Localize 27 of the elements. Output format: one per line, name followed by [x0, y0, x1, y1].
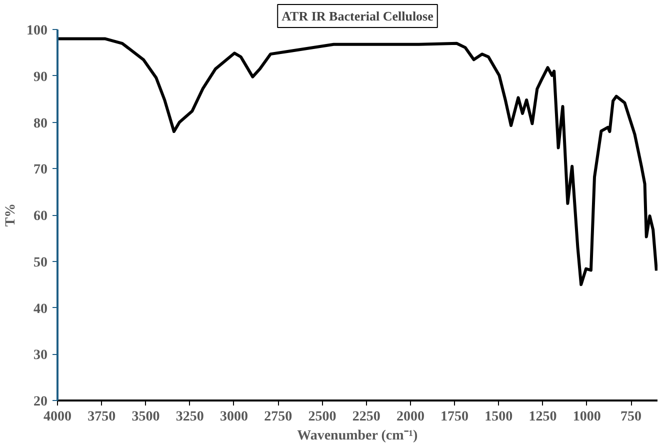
x-tick-label: 3000	[220, 410, 248, 424]
y-tick-label: 50	[34, 255, 48, 270]
x-tick-label: 3750	[88, 410, 116, 424]
x-axis-title: Wavenumber (cm⁻¹)	[297, 428, 418, 444]
y-tick-label: 60	[34, 209, 48, 224]
y-tick-label: 70	[34, 162, 48, 178]
x-tick-label: 2000	[396, 410, 424, 424]
x-tick-label: 4000	[44, 410, 72, 424]
x-tick-label: 2250	[352, 410, 380, 424]
chart-title: ATR IR Bacterial Cellulose	[282, 8, 434, 24]
y-tick-label: 30	[34, 348, 48, 364]
line-series	[58, 37, 658, 286]
y-tick-label: 90	[34, 70, 48, 85]
y-tick-label: 80	[34, 116, 48, 132]
x-tick-label: 1500	[484, 410, 513, 424]
x-tick-label: 750	[620, 410, 642, 424]
x-tick-label: 1750	[440, 410, 469, 424]
x-tick-label: 3500	[132, 410, 160, 424]
x-tick-label: 3250	[176, 410, 204, 424]
y-axis-title: T%	[4, 203, 18, 227]
x-tick-label: 1000	[572, 410, 601, 424]
y-tick-label: 20	[34, 394, 48, 410]
x-tick-label: 1250	[528, 410, 557, 424]
x-tick-label: 2500	[308, 410, 336, 424]
y-tick-label: 40	[34, 302, 48, 317]
y-tick-label: 100	[26, 24, 48, 38]
x-tick-label: 2750	[264, 410, 292, 424]
